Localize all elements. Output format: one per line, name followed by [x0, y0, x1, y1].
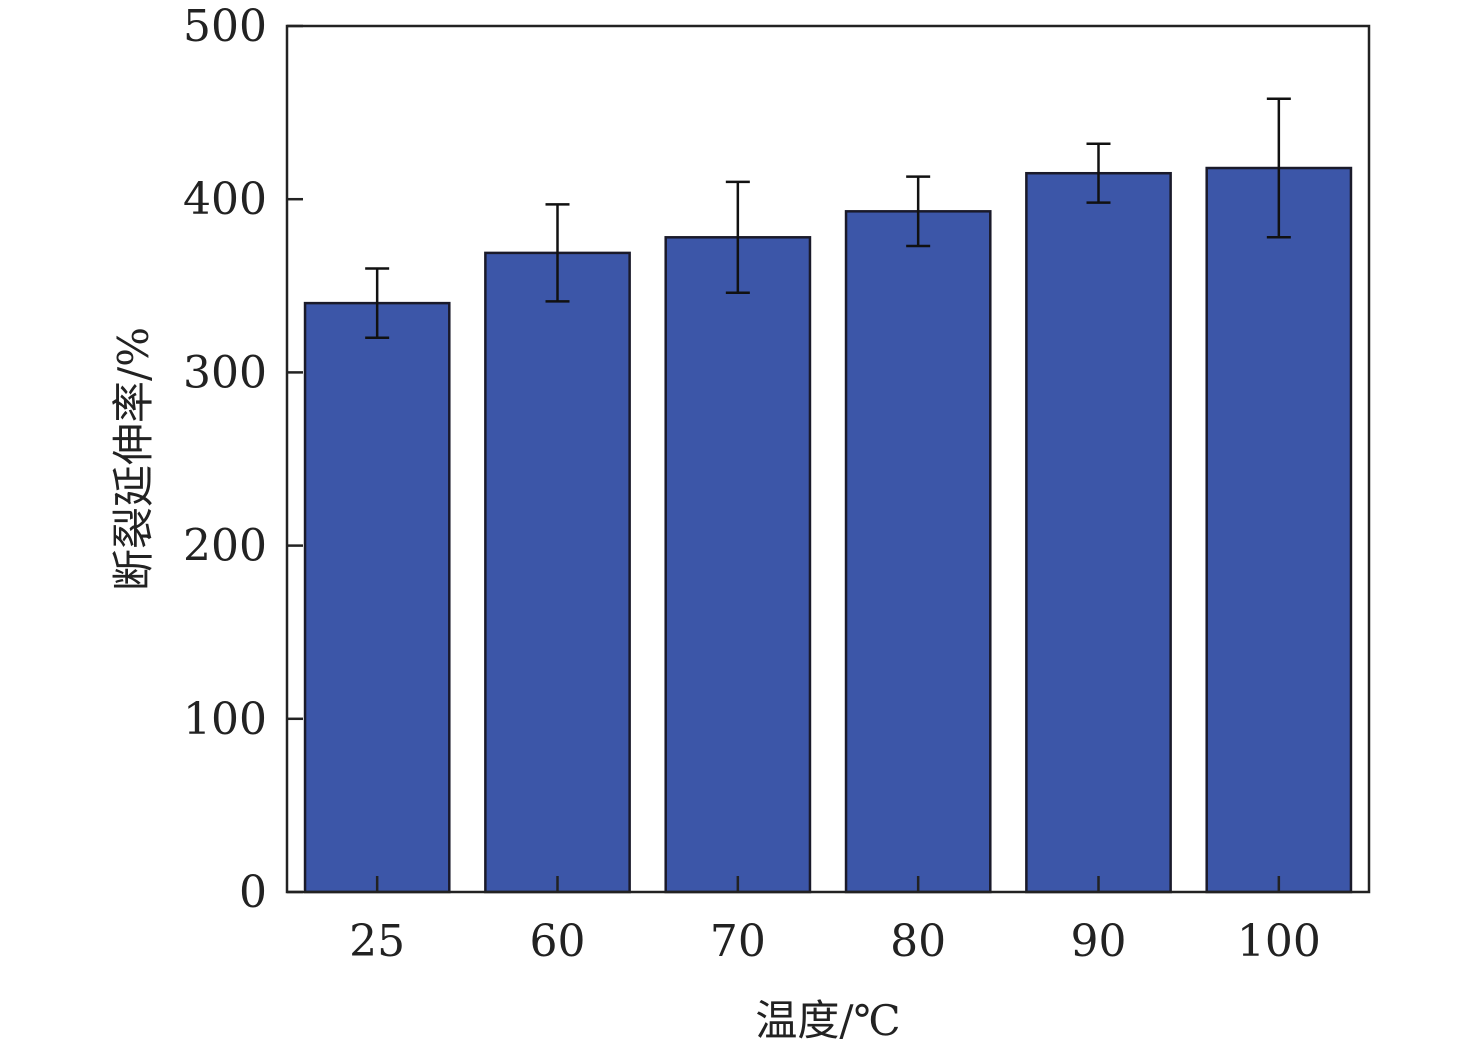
bar-90	[1025, 171, 1172, 894]
x-axis-label: 温度/℃	[755, 996, 900, 1045]
x-tick-label-90: 90	[1071, 916, 1127, 967]
plot-frame	[285, 24, 1371, 894]
y-tick-label-400: 400	[183, 174, 267, 225]
y-tick-label-0: 0	[239, 867, 267, 918]
y-tick-label-100: 100	[183, 694, 267, 745]
x-tick-label-70: 70	[710, 916, 766, 967]
x-tick-label-25: 25	[349, 916, 405, 967]
bar-25	[303, 301, 451, 894]
error-bars-layer	[365, 97, 1291, 340]
x-axis: 25 60 70 80 90 100	[349, 876, 1321, 967]
bar-80	[844, 210, 992, 894]
x-tick-label-80: 80	[890, 916, 946, 967]
y-tick-label-500: 500	[183, 1, 267, 52]
bar-100	[1205, 166, 1353, 894]
y-tick-label-200: 200	[183, 521, 267, 572]
x-tick-label-60: 60	[530, 916, 586, 967]
bar-70	[664, 236, 812, 894]
y-tick-label-300: 300	[183, 347, 267, 398]
bar-60	[484, 251, 631, 894]
y-axis-label: 断裂延伸率/%	[109, 327, 158, 591]
bars-layer	[303, 166, 1353, 894]
x-tick-label-100: 100	[1237, 916, 1321, 967]
y-axis: 0 100 200 300 400 500	[183, 1, 303, 918]
